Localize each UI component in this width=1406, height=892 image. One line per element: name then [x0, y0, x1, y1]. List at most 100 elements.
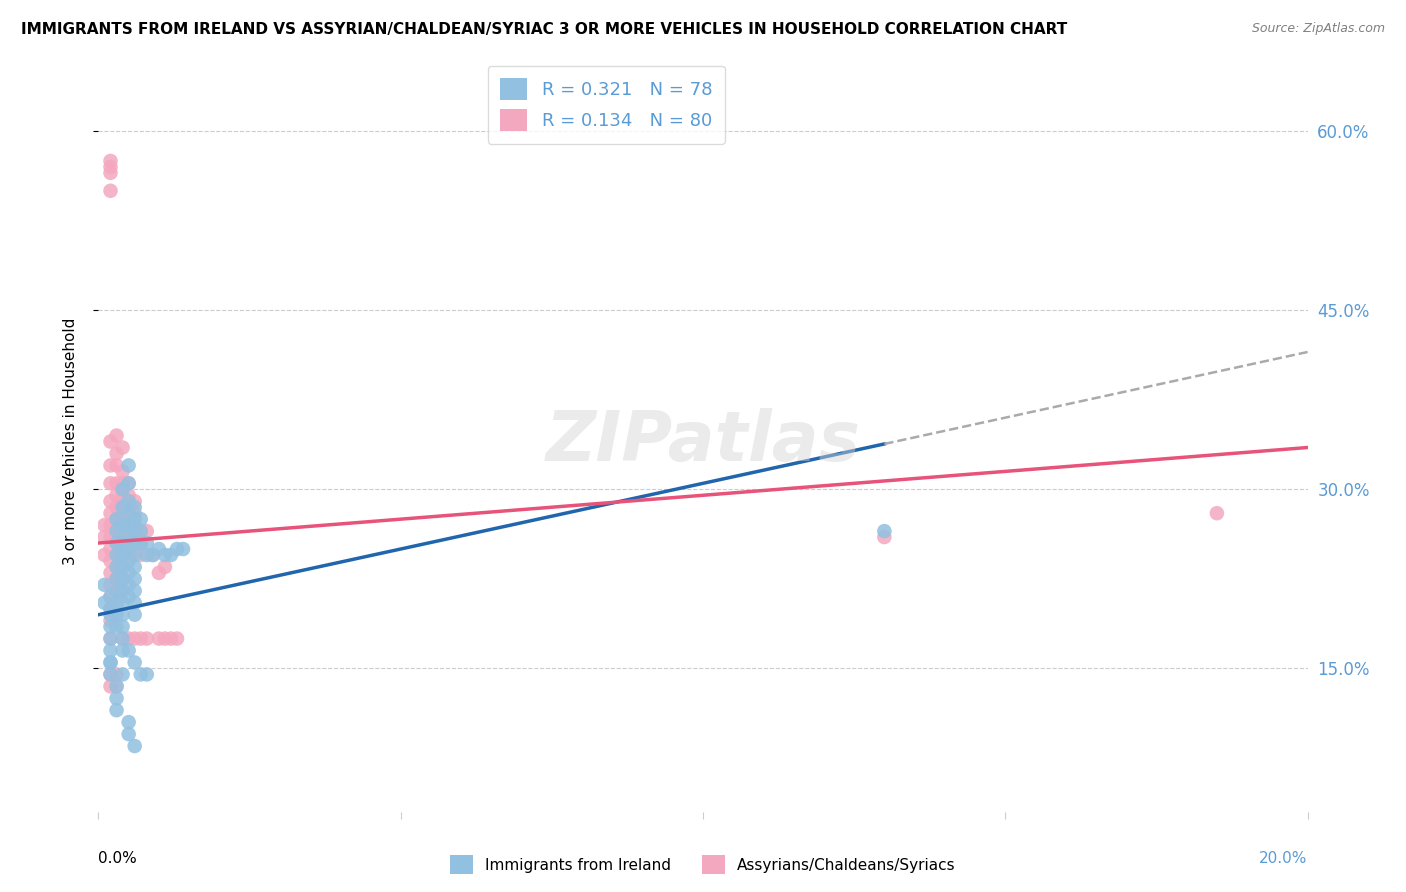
Point [105, 524, 128, 538]
Text: ZIPatlas: ZIPatlas [546, 408, 860, 475]
Point [873, 524, 896, 538]
Point [100, 554, 122, 568]
Point [129, 667, 152, 681]
Point [100, 541, 122, 556]
Point [105, 679, 128, 693]
Point [166, 541, 188, 556]
Point [124, 512, 146, 526]
Point [105, 679, 128, 693]
Point [160, 632, 183, 646]
Point [111, 488, 134, 502]
Point [111, 632, 134, 646]
Point [111, 536, 134, 550]
Point [105, 446, 128, 460]
Point [124, 530, 146, 544]
Point [153, 632, 176, 646]
Point [100, 590, 122, 604]
Point [105, 548, 128, 562]
Point [124, 536, 146, 550]
Point [100, 476, 122, 491]
Point [118, 476, 141, 491]
Point [111, 596, 134, 610]
Y-axis label: 3 or more Vehicles in Household: 3 or more Vehicles in Household [63, 318, 77, 566]
Point [129, 524, 152, 538]
Point [100, 607, 122, 622]
Point [100, 184, 122, 198]
Point [118, 458, 141, 473]
Point [93, 518, 115, 533]
Point [111, 583, 134, 598]
Point [100, 566, 122, 580]
Legend: R = 0.321   N = 78, R = 0.134   N = 80: R = 0.321 N = 78, R = 0.134 N = 80 [488, 66, 725, 144]
Point [105, 572, 128, 586]
Point [105, 691, 128, 706]
Point [118, 476, 141, 491]
Point [135, 667, 157, 681]
Point [93, 596, 115, 610]
Point [111, 560, 134, 574]
Point [124, 607, 146, 622]
Point [129, 536, 152, 550]
Point [172, 541, 194, 556]
Point [124, 518, 146, 533]
Point [100, 667, 122, 681]
Point [105, 583, 128, 598]
Point [111, 518, 134, 533]
Point [100, 614, 122, 628]
Point [124, 739, 146, 753]
Point [105, 524, 128, 538]
Point [111, 667, 134, 681]
Point [118, 632, 141, 646]
Text: IMMIGRANTS FROM IRELAND VS ASSYRIAN/CHALDEAN/SYRIAC 3 OR MORE VEHICLES IN HOUSEH: IMMIGRANTS FROM IRELAND VS ASSYRIAN/CHAL… [21, 22, 1067, 37]
Point [105, 512, 128, 526]
Point [129, 524, 152, 538]
Point [100, 619, 122, 633]
Point [118, 494, 141, 508]
Point [153, 548, 176, 562]
Point [111, 524, 134, 538]
Point [111, 560, 134, 574]
Point [118, 715, 141, 730]
Point [129, 512, 152, 526]
Point [111, 619, 134, 633]
Point [153, 560, 176, 574]
Text: Source: ZipAtlas.com: Source: ZipAtlas.com [1251, 22, 1385, 36]
Point [148, 566, 170, 580]
Point [105, 458, 128, 473]
Point [93, 548, 115, 562]
Point [118, 506, 141, 520]
Point [105, 596, 128, 610]
Point [105, 572, 128, 586]
Point [111, 632, 134, 646]
Point [873, 530, 896, 544]
Text: 20.0%: 20.0% [1260, 851, 1308, 865]
Point [100, 679, 122, 693]
Point [129, 548, 152, 562]
Point [135, 524, 157, 538]
Point [118, 524, 141, 538]
Point [166, 632, 188, 646]
Point [105, 548, 128, 562]
Point [100, 601, 122, 615]
Point [100, 578, 122, 592]
Point [100, 590, 122, 604]
Point [135, 632, 157, 646]
Point [124, 656, 146, 670]
Point [118, 541, 141, 556]
Point [111, 643, 134, 657]
Point [148, 632, 170, 646]
Point [100, 656, 122, 670]
Point [105, 667, 128, 681]
Point [129, 632, 152, 646]
Point [105, 560, 128, 574]
Point [124, 524, 146, 538]
Point [100, 656, 122, 670]
Point [100, 518, 122, 533]
Point [111, 572, 134, 586]
Point [105, 512, 128, 526]
Point [124, 500, 146, 515]
Legend: Immigrants from Ireland, Assyrians/Chaldeans/Syriacs: Immigrants from Ireland, Assyrians/Chald… [444, 849, 962, 880]
Point [118, 488, 141, 502]
Point [118, 590, 141, 604]
Point [100, 643, 122, 657]
